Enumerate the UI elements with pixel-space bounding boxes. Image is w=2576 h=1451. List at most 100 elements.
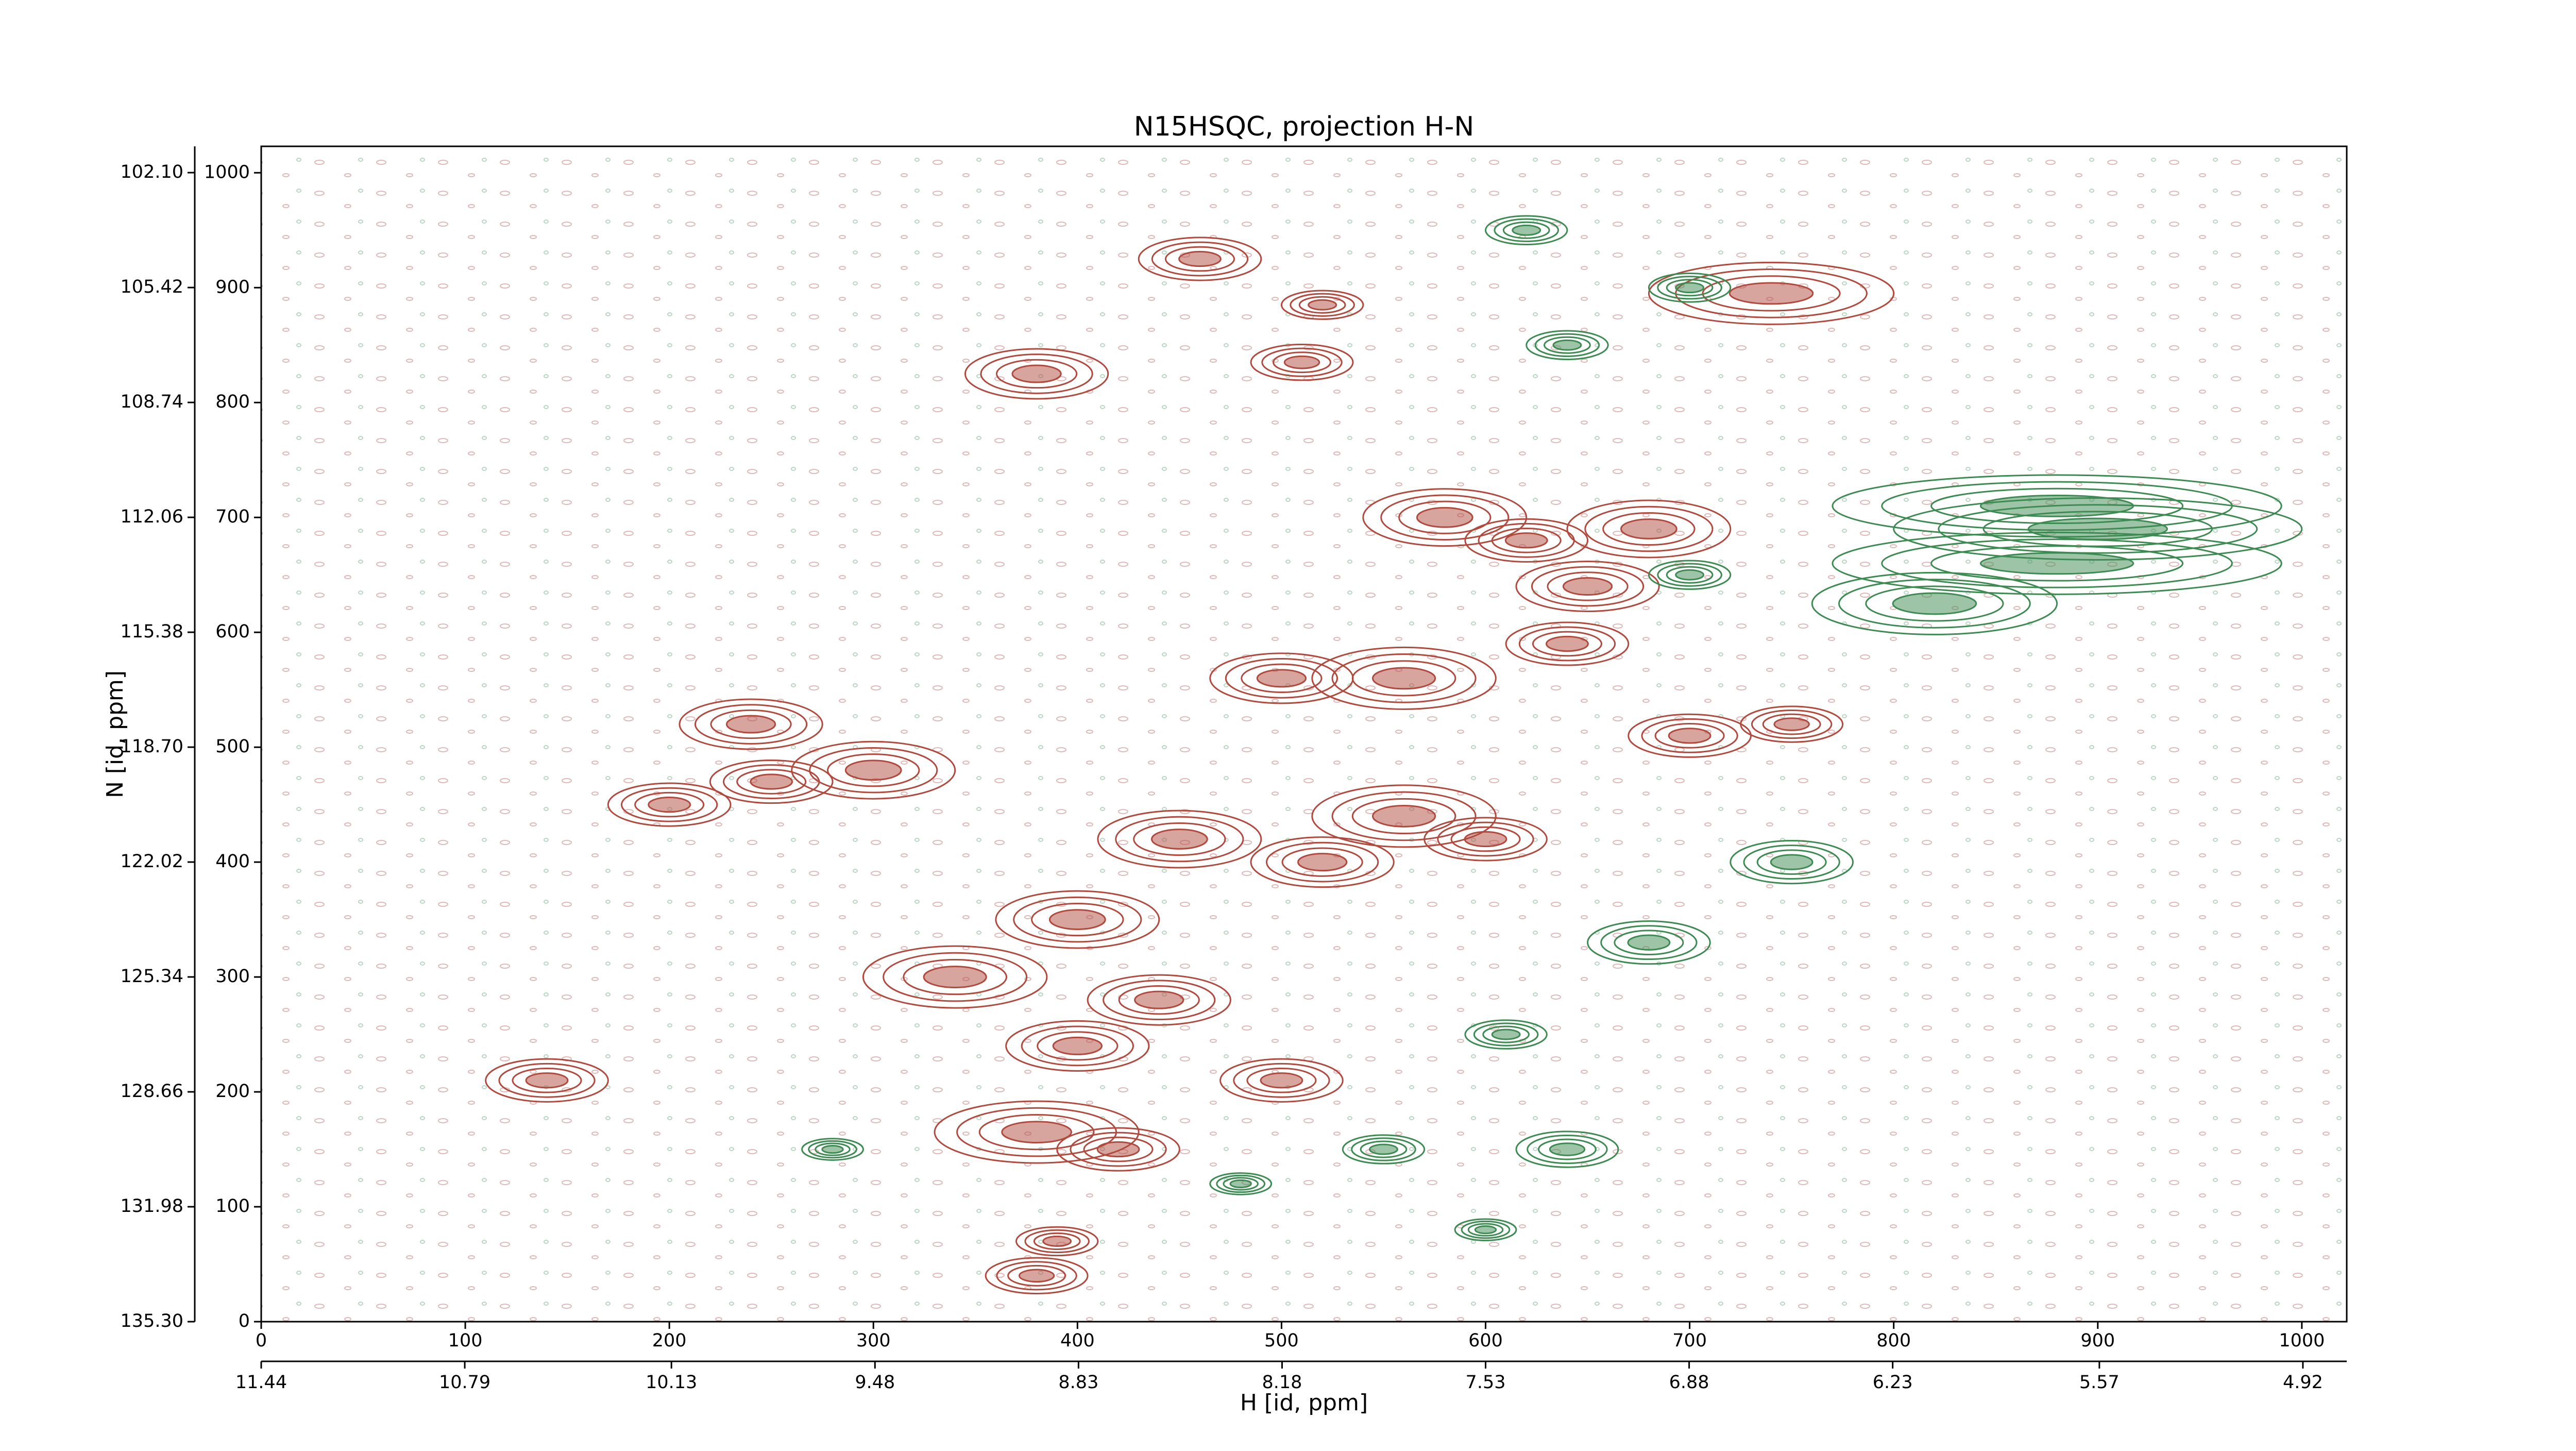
contour-ring — [498, 1062, 596, 1098]
contour-ring — [1474, 1225, 1497, 1235]
x-tick-label: 100 — [448, 1330, 483, 1351]
contour-ring — [1298, 296, 1346, 314]
contour-ring — [827, 753, 920, 787]
y-tick-label: 800 — [215, 392, 250, 412]
contour-ring — [844, 760, 902, 781]
y-tick-label: 600 — [215, 621, 250, 642]
x2-tick-label: 10.13 — [646, 1372, 697, 1393]
contour-ring — [1485, 215, 1568, 245]
peak — [1515, 560, 1660, 613]
contour-ring — [1103, 980, 1216, 1021]
contour-ring — [815, 1142, 851, 1156]
peak — [1832, 531, 2282, 595]
y-tick-label: 100 — [215, 1196, 250, 1217]
x-tick-label: 500 — [1264, 1330, 1299, 1351]
contour-ring — [1216, 1174, 1266, 1193]
contour-ring — [1416, 507, 1473, 528]
contour-ring — [1042, 1235, 1072, 1247]
contour-ring — [1070, 1132, 1167, 1167]
contour-ring — [1549, 1142, 1586, 1156]
contour-ring — [1504, 532, 1548, 549]
contour-ring — [1398, 500, 1492, 534]
contour-ring — [1811, 571, 2058, 635]
contour-ring — [1467, 1223, 1504, 1237]
contour-ring — [1566, 499, 1732, 559]
x-tick-label: 400 — [1060, 1330, 1095, 1351]
contour-ring — [1360, 1140, 1408, 1158]
contour-ring — [736, 769, 807, 795]
contour-ring — [1015, 1226, 1099, 1257]
contour-ring — [809, 747, 938, 794]
peak — [1015, 1226, 1099, 1257]
contour-ring — [1756, 849, 1827, 875]
peak — [1362, 488, 1528, 547]
contour-ring — [1666, 566, 1714, 584]
plot-frame — [260, 145, 2348, 1323]
contour-ring — [980, 353, 1093, 394]
contour-ring — [1562, 577, 1613, 596]
x2-tick-label: 11.44 — [235, 1372, 287, 1393]
contour-ring — [1133, 822, 1226, 856]
contour-ring — [1546, 635, 1589, 652]
contour-ring — [1024, 1229, 1090, 1254]
contour-ring — [995, 359, 1078, 389]
contour-ring — [1219, 1058, 1344, 1103]
contour-ring — [1515, 1131, 1619, 1168]
x-tick-label: 300 — [856, 1330, 891, 1351]
x2-tick-label: 9.48 — [855, 1372, 895, 1393]
peak — [1485, 215, 1568, 245]
peak — [1250, 836, 1395, 888]
contour-ring — [1668, 728, 1711, 744]
peak — [679, 698, 823, 750]
contour-ring — [648, 796, 691, 813]
peak — [1648, 560, 1732, 590]
contour-ring — [1209, 652, 1354, 704]
x-tick-label: 900 — [2080, 1330, 2115, 1351]
contour-ring — [1527, 1135, 1608, 1165]
contour-ring — [1362, 488, 1528, 547]
contour-ring — [1266, 841, 1379, 883]
peak — [1454, 1218, 1517, 1241]
contour-ring — [1770, 854, 1814, 870]
contour-ring — [1033, 1232, 1081, 1250]
y-tick-label: 200 — [215, 1081, 250, 1102]
x2-tick-label: 7.53 — [1466, 1372, 1506, 1393]
contour-ring — [1007, 1264, 1066, 1287]
contour-ring — [808, 1140, 857, 1159]
peak — [1005, 1020, 1150, 1072]
y-tick-label: 900 — [215, 277, 250, 297]
contour-ring — [995, 890, 1160, 949]
contour-ring — [525, 1072, 569, 1089]
chart-title: N15HSQC, projection H-N — [1134, 111, 1474, 142]
contour-ring — [1331, 653, 1477, 703]
contour-ring — [791, 740, 956, 800]
contour-ring — [1600, 925, 1698, 960]
contour-ring — [1331, 791, 1477, 841]
contour-ring — [1013, 896, 1142, 943]
peak — [1209, 652, 1354, 704]
contour-ring — [1494, 218, 1560, 242]
contour-ring — [1037, 1031, 1118, 1061]
y-tick-label: 300 — [215, 966, 250, 987]
contour-ring — [1261, 347, 1343, 377]
contour-ring — [1979, 552, 2134, 575]
contour-ring — [1250, 836, 1395, 888]
contour-ring — [1138, 237, 1262, 281]
contour-ring — [1233, 1062, 1330, 1098]
contour-ring — [1628, 713, 1752, 758]
contour-ring — [821, 1144, 844, 1154]
contour-ring — [1178, 250, 1222, 267]
contour-ring — [1151, 829, 1208, 850]
contour-ring — [1657, 563, 1722, 587]
contour-ring — [1290, 293, 1355, 317]
contour-ring — [1223, 1177, 1259, 1191]
peak — [1311, 646, 1497, 710]
contour-ring — [750, 773, 793, 790]
peak — [862, 945, 1048, 1009]
peak — [1587, 920, 1711, 965]
y-axis-label: N [id, ppm] — [102, 670, 128, 798]
contour-ring — [964, 348, 1109, 400]
contour-ring — [2027, 517, 2168, 541]
contour-ring — [1273, 351, 1331, 374]
